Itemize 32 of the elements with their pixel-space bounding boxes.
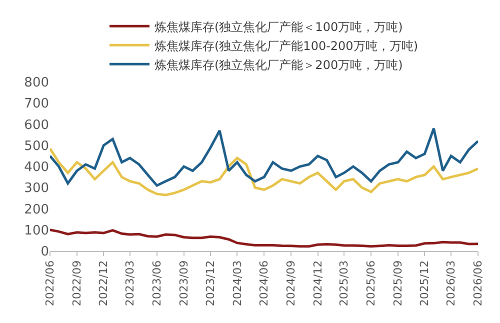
x-tick-label: 2023/06 [150, 260, 164, 306]
x-tick-label: 2023/12 [204, 260, 218, 306]
legend-label: 炼焦煤库存(独立焦化厂产能＜100万吨，万吨) [154, 20, 403, 34]
line-series [50, 147, 478, 196]
y-tick-label: 600 [24, 118, 49, 133]
line-series [50, 228, 478, 248]
x-tick-label: 2024/09 [284, 260, 298, 306]
x-tick-label: 2026/03 [444, 260, 458, 306]
legend-label: 炼焦煤库存(独立焦化厂产能＞200万吨，万吨) [154, 58, 403, 72]
x-tick-label: 2024/12 [311, 260, 324, 306]
legend-label: 炼焦煤库存(独立焦化厂产能100-200万吨，万吨) [154, 38, 418, 53]
y-tick-label: 800 [24, 76, 49, 91]
y-tick-label: 0 [40, 244, 49, 260]
x-tick-label: 2023/03 [124, 260, 137, 306]
x-tick-label: 2024/06 [258, 260, 271, 306]
x-tick-label: 2024/03 [230, 260, 244, 306]
x-tick-label: 2025/06 [364, 260, 378, 306]
y-tick-label: 300 [24, 181, 49, 196]
x-tick-label: 2025/09 [392, 260, 405, 306]
x-tick-label: 2023/09 [177, 260, 190, 306]
x-tick-label: 2026/06 [472, 260, 485, 306]
x-tick-label: 2022/06 [44, 260, 57, 306]
y-tick-label: 400 [24, 160, 49, 176]
y-tick-label: 200 [24, 202, 49, 218]
x-tick-label: 2025/12 [418, 260, 432, 306]
y-tick-label: 500 [24, 138, 49, 154]
x-tick-label: 2022/09 [70, 260, 84, 306]
y-tick-label: 100 [24, 223, 49, 238]
x-tick-label: 2022/12 [97, 260, 110, 306]
line-series [50, 127, 478, 187]
y-tick-label: 700 [24, 96, 49, 112]
x-tick-label: 2025/03 [338, 260, 351, 306]
